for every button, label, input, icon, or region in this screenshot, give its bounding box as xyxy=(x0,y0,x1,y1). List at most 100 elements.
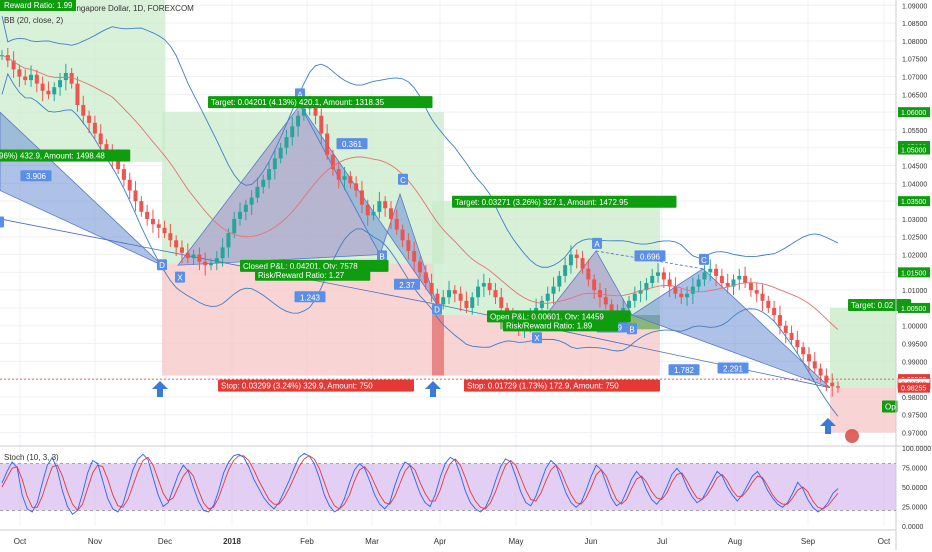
candle-body xyxy=(365,204,370,216)
pattern-point-label: A xyxy=(594,240,600,249)
stoch-label: Stoch (10, 3, 3) xyxy=(4,453,59,462)
stoch-tick: 75.0000 xyxy=(902,466,927,473)
candle-body xyxy=(185,252,190,259)
target-label-2: Target: 0.03271 (3.26%) 327.1, Amount: 1… xyxy=(452,195,677,208)
candle-body xyxy=(81,105,86,116)
price-tag-text: 1.05000 xyxy=(901,148,926,155)
pattern-point-label: D xyxy=(434,306,440,315)
price-tag-text: 1.06000 xyxy=(901,110,926,117)
candle-body xyxy=(476,286,481,298)
candle-body xyxy=(11,60,16,70)
candle-body xyxy=(69,72,74,84)
candle-body xyxy=(359,190,364,205)
candle-body xyxy=(737,275,742,280)
price-tick: 1.02500 xyxy=(902,235,927,242)
price-tag-text: 1.00500 xyxy=(901,306,926,313)
candle-body xyxy=(46,90,51,95)
candle-body xyxy=(812,361,817,369)
ratio-tag xyxy=(394,278,420,290)
candle-body xyxy=(673,286,678,294)
target-label-1: Target: 0.04201 (4.13%) 420.1, Amount: 1… xyxy=(208,96,433,109)
candle-body xyxy=(156,224,161,228)
candle-body xyxy=(435,293,440,305)
candle-body xyxy=(766,300,771,308)
candle-body xyxy=(725,283,730,287)
stop-label-1: Stop: 0.03299 (3.24%) 329.9, Amount: 750 xyxy=(218,379,414,392)
candle-body xyxy=(92,122,97,134)
candle-body xyxy=(354,183,359,191)
ratio-tag xyxy=(717,362,749,374)
price-tick: 0.98000 xyxy=(902,395,927,402)
candle-body xyxy=(551,286,556,294)
candle-body xyxy=(278,147,283,159)
candle-body xyxy=(319,115,324,134)
candle-body xyxy=(377,201,382,212)
indicator-label: BB (20, close, 2) xyxy=(4,16,64,25)
pattern-point-label: C xyxy=(701,256,707,265)
time-tick: Dec xyxy=(158,537,172,546)
candle-body xyxy=(58,80,63,88)
price-tick: 0.97000 xyxy=(902,431,927,438)
candle-body xyxy=(197,254,202,262)
candle-body xyxy=(777,315,782,326)
price-tick: 1.00000 xyxy=(902,324,927,331)
candle-body xyxy=(394,218,399,230)
time-tick: Apr xyxy=(434,537,447,546)
pattern-point-d xyxy=(157,259,167,271)
candle-body xyxy=(429,283,434,294)
candle-body xyxy=(226,233,231,248)
candle-body xyxy=(696,279,701,287)
stop-label-2-text: Stop: 0.01729 (1.73%) 172.9, Amount: 750 xyxy=(467,382,619,391)
stop-label-1-bg xyxy=(218,379,414,392)
price-tag xyxy=(898,107,930,118)
candle-body xyxy=(272,158,277,170)
candle-body xyxy=(23,76,28,81)
open-rr-label: Risk/Reward Ratio: 1.89 xyxy=(503,319,619,332)
candle-body xyxy=(638,290,643,294)
closed-rr-label-text: Risk/Reward Ratio: 1.27 xyxy=(258,271,345,280)
price-axis: 1.09000 1.08500 1.08000 1.07500 1.07000 1.065… xyxy=(895,0,931,550)
price-tick: 1.01000 xyxy=(902,288,927,295)
candle-body xyxy=(238,211,243,219)
price-tick: 1.08000 xyxy=(902,39,927,46)
target-label-0: 96%) 432.9, Amount: 1498.48 xyxy=(0,149,131,162)
target-zone-1 xyxy=(0,0,165,162)
candle-body xyxy=(539,300,544,308)
candle-body xyxy=(325,133,330,155)
candle-body xyxy=(592,279,597,291)
price-tick: 1.09000 xyxy=(902,3,927,10)
candle-body xyxy=(557,275,562,287)
candle-body xyxy=(162,227,167,234)
bb-basis xyxy=(1,54,839,331)
ratio-tag-text: 1.243 xyxy=(300,293,321,302)
closed-pl-label-text: Closed P&L: 0.04201, Qty: 7578 xyxy=(243,262,358,271)
candle-body xyxy=(174,240,179,248)
ratio-tag xyxy=(294,291,326,303)
bb-lower xyxy=(1,72,839,417)
candle-body xyxy=(632,293,637,301)
candle-body xyxy=(679,293,684,298)
ratio-tag-text: 0.696 xyxy=(640,252,661,261)
pattern-point-a xyxy=(592,237,602,249)
candle-body xyxy=(17,69,22,77)
pattern-point-b xyxy=(377,250,387,262)
candle-body xyxy=(568,254,573,266)
candle-body xyxy=(261,179,266,187)
candle-body xyxy=(220,247,225,259)
candle-body xyxy=(656,272,661,276)
ratio-tag-text: 0.361 xyxy=(342,140,363,149)
pattern-point-label: B xyxy=(379,252,384,261)
closed-rr-label: Risk/Reward Ratio: 1.27 xyxy=(255,268,371,281)
ratio-tag-text: 2.37 xyxy=(399,281,415,290)
up-arrow-icon xyxy=(152,381,168,397)
stop-entry-bar xyxy=(432,315,444,376)
stop-label-2: Stop: 0.01729 (1.73%) 172.9, Amount: 750 xyxy=(464,379,660,392)
candle-body xyxy=(719,275,724,284)
candle-body xyxy=(388,208,393,219)
price-tick: 1.02000 xyxy=(902,253,927,260)
pattern-point-label: C xyxy=(400,176,406,185)
stop-label-2-bg xyxy=(464,379,660,392)
candle-body xyxy=(801,347,806,355)
price-tag xyxy=(898,302,930,313)
